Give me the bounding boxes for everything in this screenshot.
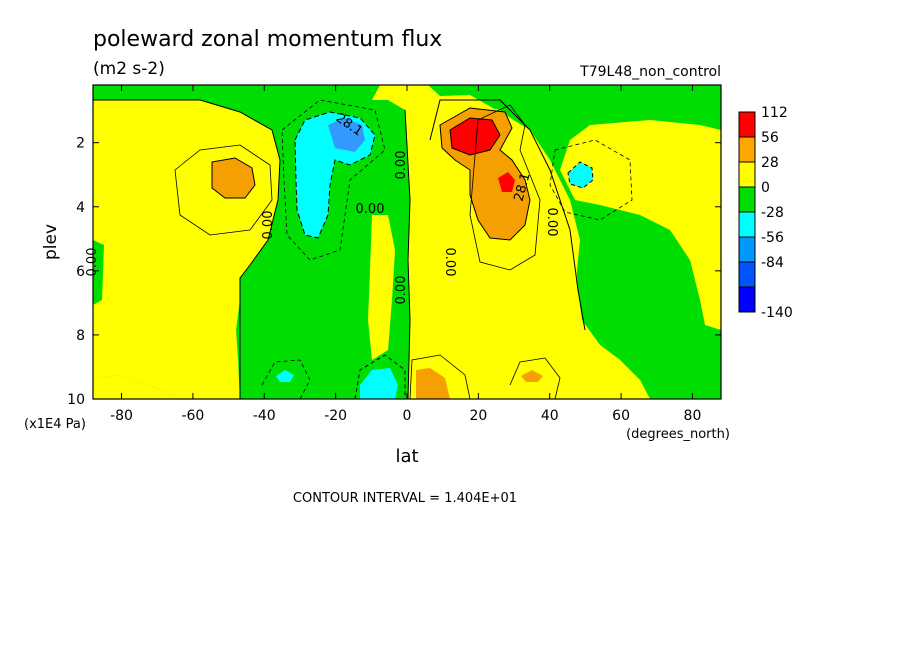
region-orange-surface-small bbox=[521, 370, 543, 382]
region-yellow-center bbox=[368, 215, 395, 360]
region-red-nh-mid bbox=[498, 172, 515, 192]
legend-label: 28 bbox=[761, 155, 779, 171]
legend-swatch bbox=[738, 236, 756, 263]
contour-label: 0.00 bbox=[394, 276, 409, 305]
contour-label: 0.00 bbox=[394, 151, 409, 180]
x-tick-label: 0 bbox=[403, 408, 412, 424]
x-tick-label: 20 bbox=[469, 408, 487, 424]
y-tick-label: 8 bbox=[76, 328, 85, 344]
legend-label: -28 bbox=[761, 205, 784, 221]
legend-label: -140 bbox=[761, 305, 793, 321]
y-tick-label: 6 bbox=[76, 264, 85, 280]
contour-interval-note: CONTOUR INTERVAL = 1.404E+01 bbox=[293, 491, 517, 506]
legend-swatch bbox=[738, 186, 756, 213]
y-tick-label: 2 bbox=[76, 136, 85, 152]
contour-label: 0.00 bbox=[356, 202, 385, 217]
contour-field bbox=[93, 85, 721, 399]
legend-swatch bbox=[738, 161, 756, 188]
legend-label: 56 bbox=[761, 130, 779, 146]
region-green-west-edge bbox=[93, 240, 104, 305]
legend-swatch bbox=[738, 211, 756, 238]
contour-label: 0.00 bbox=[544, 208, 559, 237]
legend-swatch bbox=[738, 261, 756, 288]
region-yellow-east-right bbox=[560, 120, 721, 330]
legend-label: -56 bbox=[761, 230, 784, 246]
region-cyan-east bbox=[568, 162, 593, 188]
legend-label: 112 bbox=[761, 105, 788, 121]
region-red-nh-upper bbox=[450, 118, 500, 155]
legend-swatch bbox=[738, 286, 756, 313]
x-axis-title: lat bbox=[395, 446, 418, 467]
x-tick-label: -20 bbox=[324, 408, 347, 424]
x-tick-label: -80 bbox=[110, 408, 133, 424]
legend-swatch bbox=[738, 136, 756, 163]
region-cyan-surface bbox=[360, 368, 398, 399]
region-cyan-surface-small bbox=[276, 370, 294, 382]
region-yellow-east bbox=[408, 100, 650, 399]
x-tick-label: 60 bbox=[612, 408, 630, 424]
region-orange-sh bbox=[212, 158, 255, 198]
legend-swatch bbox=[738, 111, 756, 138]
dataset-label: T79L48_non_control bbox=[579, 64, 721, 80]
legend-label: 0 bbox=[761, 180, 770, 196]
y-axis: 2 4 6 8 10 bbox=[67, 136, 721, 408]
y-tick-label: 10 bbox=[67, 392, 85, 408]
y-units-label: (x1E4 Pa) bbox=[24, 417, 86, 432]
chart-title: poleward zonal momentum flux bbox=[93, 27, 442, 52]
x-axis: -80 -60 -40 -20 0 20 40 60 80 bbox=[110, 85, 701, 424]
x-units-label: (degrees_north) bbox=[626, 427, 730, 442]
y-axis-title: plev bbox=[41, 224, 61, 260]
units-label: (m2 s-2) bbox=[93, 59, 165, 79]
contour-label: 28.1 bbox=[512, 171, 534, 203]
legend-label: -84 bbox=[761, 255, 784, 271]
x-tick-label: 80 bbox=[684, 408, 702, 424]
region-blue-sh bbox=[328, 118, 365, 152]
x-tick-label: -40 bbox=[253, 408, 276, 424]
x-tick-label: -60 bbox=[181, 408, 204, 424]
contour-label: 0.00 bbox=[261, 211, 276, 240]
x-tick-label: 40 bbox=[541, 408, 559, 424]
y-tick-label: 4 bbox=[76, 200, 85, 216]
contour-label: 0.00 bbox=[442, 248, 457, 277]
color-legend: 112 56 28 0 -28 -56 -84 -140 bbox=[738, 105, 793, 321]
region-orange-surface bbox=[416, 368, 450, 399]
contour-lines bbox=[93, 99, 633, 399]
